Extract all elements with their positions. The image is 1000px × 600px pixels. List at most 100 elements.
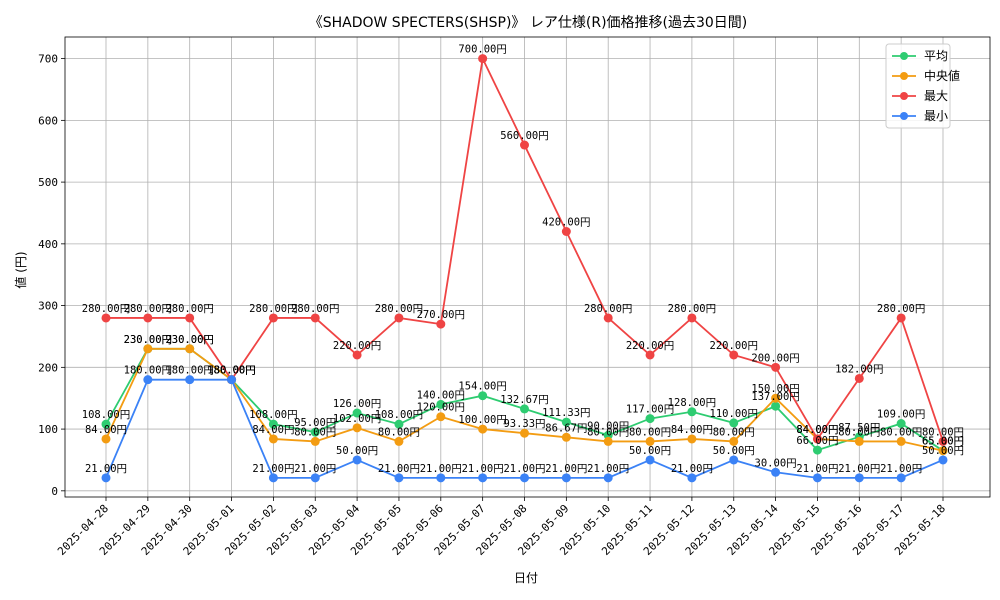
data-point <box>561 473 571 483</box>
data-point <box>394 436 404 446</box>
data-point <box>771 393 781 403</box>
legend-swatch-marker <box>900 72 908 80</box>
data-point <box>143 375 153 385</box>
y-tick-label: 700 <box>38 53 58 66</box>
data-label: 230.00円 <box>124 334 172 346</box>
data-point <box>478 391 488 401</box>
data-point <box>729 455 739 465</box>
data-point <box>687 407 697 417</box>
data-point <box>520 473 529 483</box>
data-label: 182.00円 <box>835 363 883 375</box>
data-point <box>938 455 948 465</box>
data-label: 108.00円 <box>375 409 423 421</box>
data-label: 220.00円 <box>626 340 674 352</box>
legend-swatch-marker <box>900 52 908 60</box>
legend-box <box>885 43 951 129</box>
data-point <box>603 473 613 483</box>
legend-label: 平均 <box>924 49 948 63</box>
data-label: 110.00円 <box>710 408 758 420</box>
data-label: 84.00円 <box>252 424 294 436</box>
data-point <box>687 473 697 483</box>
data-label: 220.00円 <box>333 340 381 352</box>
x-axis-label: 日付 <box>514 571 538 585</box>
data-label: 21.00円 <box>545 463 587 475</box>
data-label: 280.00円 <box>584 303 632 315</box>
data-point <box>185 313 195 323</box>
data-label: 66.00円 <box>796 435 838 447</box>
data-label: 280.00円 <box>668 303 716 315</box>
data-point <box>938 446 948 456</box>
data-point <box>352 408 362 418</box>
data-point <box>436 473 446 483</box>
data-label: 180.00円 <box>207 365 255 377</box>
data-label: 420.00円 <box>542 216 590 228</box>
data-point <box>520 404 529 414</box>
data-point <box>645 414 655 424</box>
data-label: 21.00円 <box>838 463 880 475</box>
data-label: 84.00円 <box>796 424 838 436</box>
data-point <box>771 362 781 372</box>
data-label: 111.33円 <box>542 407 590 419</box>
legend-swatch-marker <box>900 112 908 120</box>
data-label: 80.00円 <box>922 426 964 438</box>
data-point <box>436 399 446 409</box>
data-point <box>645 436 655 446</box>
data-label: 21.00円 <box>252 463 294 475</box>
data-label: 21.00円 <box>462 463 504 475</box>
data-label: 128.00円 <box>668 397 716 409</box>
data-point <box>603 430 613 440</box>
data-label: 108.00円 <box>82 409 130 421</box>
data-label: 150.00円 <box>751 383 799 395</box>
data-label: 126.00円 <box>333 398 381 410</box>
data-label: 280.00円 <box>249 303 297 315</box>
data-label: 117.00円 <box>626 404 674 416</box>
data-point <box>143 313 153 323</box>
y-tick-label: 500 <box>38 176 58 189</box>
data-label: 140.00円 <box>417 389 465 401</box>
data-point <box>687 434 697 444</box>
data-label: 80.00円 <box>294 426 336 438</box>
data-label: 109.00円 <box>877 409 925 421</box>
data-label: 50.00円 <box>922 445 964 457</box>
data-label: 280.00円 <box>82 303 130 315</box>
data-label: 280.00円 <box>291 303 339 315</box>
data-point <box>854 436 864 446</box>
data-point <box>268 473 278 483</box>
data-point <box>101 313 111 323</box>
data-label: 21.00円 <box>671 463 713 475</box>
data-label: 230.00円 <box>165 334 213 346</box>
data-point <box>561 417 571 427</box>
data-label: 120.00円 <box>417 402 465 414</box>
data-point <box>478 473 488 483</box>
y-tick-label: 0 <box>51 485 58 498</box>
data-point <box>729 436 739 446</box>
data-point <box>645 350 655 360</box>
data-point <box>352 423 362 433</box>
series-layer <box>101 54 948 483</box>
legend-label: 中央値 <box>924 68 960 83</box>
data-label: 30.00円 <box>755 457 797 469</box>
data-point <box>896 436 906 446</box>
data-label: 102.00円 <box>333 413 381 425</box>
data-point <box>812 473 822 483</box>
data-point <box>645 455 655 465</box>
data-point <box>394 473 404 483</box>
data-label: 80.00円 <box>587 426 629 438</box>
data-point <box>561 226 571 236</box>
data-label: 154.00円 <box>458 381 506 393</box>
data-label: 180.00円 <box>165 365 213 377</box>
data-point <box>436 412 446 422</box>
data-labels: 108.00円230.00円230.00円180.00円108.00円95.00… <box>82 44 964 475</box>
y-tick-label: 200 <box>38 361 58 374</box>
data-label: 90.00円 <box>587 420 629 432</box>
data-label: 84.00円 <box>85 424 127 436</box>
data-label: 230.00円 <box>124 334 172 346</box>
data-label: 80.00円 <box>838 426 880 438</box>
data-label: 21.00円 <box>294 463 336 475</box>
data-label: 560.00円 <box>500 130 548 142</box>
data-point <box>478 424 488 434</box>
data-point <box>394 419 404 429</box>
data-point <box>687 313 697 323</box>
